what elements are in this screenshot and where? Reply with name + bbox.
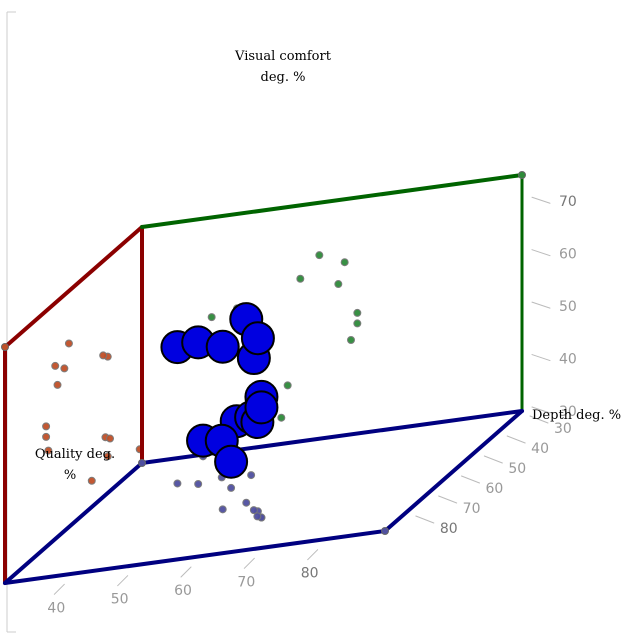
- z-tick-mark: [461, 475, 480, 484]
- back-wall-shadow-dot: [296, 274, 305, 283]
- back-wall-shadow-dot: [207, 313, 216, 322]
- left-wall-shadow-dot: [42, 432, 51, 441]
- floor-shadow-dot: [227, 483, 236, 492]
- z-tick-label: 70: [463, 501, 481, 517]
- y-tick-label: 60: [559, 247, 577, 263]
- back-wall-shadow-dot: [340, 258, 349, 267]
- x-tick-mark: [243, 557, 255, 569]
- x-tick-label: 70: [237, 574, 255, 590]
- y-axis-title-line-1: Visual comfort: [234, 49, 332, 64]
- floor-shadow-dot: [173, 479, 182, 488]
- data-markers: [160, 302, 279, 479]
- z-axis-title: Depth deg. %: [532, 408, 621, 423]
- x-tick-label: 40: [47, 600, 65, 616]
- corner-dot: [1, 343, 9, 351]
- back-wall-shadow-dot: [353, 319, 362, 328]
- y-tick-label: 30: [559, 404, 577, 420]
- z-tick-label: 40: [531, 441, 549, 457]
- back-wall-shadow-dot: [353, 308, 362, 317]
- left-wall-shadow-dot: [53, 380, 62, 389]
- x-tick-mark: [53, 583, 65, 595]
- floor-shadow-dot: [194, 480, 203, 488]
- floor-shadow-dot: [247, 471, 256, 480]
- back-wall-shadow-dot: [277, 413, 286, 422]
- x-axis-title-line-1: Quality deg.: [35, 447, 115, 462]
- data-point: [240, 321, 275, 356]
- corner-dot: [138, 459, 146, 467]
- left-wall-shadow-dot: [106, 434, 115, 443]
- data-point: [205, 329, 240, 364]
- left-wall-shadow-dot: [99, 351, 108, 360]
- y-tick-mark: [531, 406, 551, 414]
- x-tick-label: 80: [301, 566, 319, 582]
- z-tick-label: 80: [440, 521, 458, 537]
- y-tick-mark: [531, 301, 551, 309]
- floor-shadow-dot: [249, 506, 258, 515]
- y-tick-label: 70: [559, 194, 577, 210]
- floor-shadow-dot: [242, 498, 251, 507]
- floor-shadow-dot: [218, 505, 227, 514]
- left-wall-shadow-dot: [60, 364, 69, 373]
- floor-left-edge: [3, 461, 144, 585]
- z-tick-mark: [529, 415, 549, 424]
- left-wall-shadow-dot: [44, 446, 53, 455]
- back-wall-shadow-dot: [334, 280, 343, 289]
- floor-right-edge: [383, 409, 524, 533]
- x-tick-label: 60: [174, 583, 192, 599]
- projection-shadows: [42, 251, 362, 522]
- z-tick-label: 60: [486, 481, 504, 497]
- corner-dot: [381, 527, 389, 535]
- back-wall-shadow-dot: [315, 251, 324, 260]
- data-point: [214, 444, 249, 479]
- left-wall-shadow-dot: [42, 422, 51, 431]
- x-tick-mark: [180, 566, 192, 578]
- left-wall-shadow-dot: [103, 452, 112, 461]
- z-tick-mark: [483, 455, 503, 464]
- y-tick-mark: [531, 196, 551, 204]
- floor-shadow-dot: [253, 512, 262, 521]
- z-tick-mark: [415, 515, 435, 524]
- left-wall-shadow-dot: [51, 361, 60, 370]
- y-tick-mark: [531, 354, 551, 362]
- z-tick-label: 30: [554, 421, 572, 437]
- y-tick-label: 40: [559, 352, 577, 368]
- data-point: [244, 390, 279, 425]
- y-tick-label: 50: [559, 299, 577, 315]
- floor-front-edge: [3, 529, 387, 585]
- back-wall-top-edge: [140, 173, 524, 229]
- y-tick-mark: [531, 249, 551, 257]
- corner-dot: [518, 171, 526, 179]
- z-tick-label: 50: [508, 461, 526, 477]
- y-axis-title-line-2: deg. %: [261, 70, 306, 85]
- left-wall-top-edge: [3, 225, 144, 349]
- x-axis-title-line-2: %: [64, 468, 76, 483]
- back-wall-shadow-dot: [283, 381, 292, 390]
- z-tick-mark: [506, 435, 526, 444]
- z-tick-mark: [438, 495, 458, 504]
- left-wall-shadow-dot: [87, 476, 96, 485]
- left-wall-shadow-dot: [64, 339, 73, 348]
- x-tick-mark: [117, 575, 129, 587]
- x-tick-label: 50: [111, 592, 129, 608]
- back-wall-shadow-dot: [347, 336, 355, 344]
- x-tick-mark: [307, 549, 319, 561]
